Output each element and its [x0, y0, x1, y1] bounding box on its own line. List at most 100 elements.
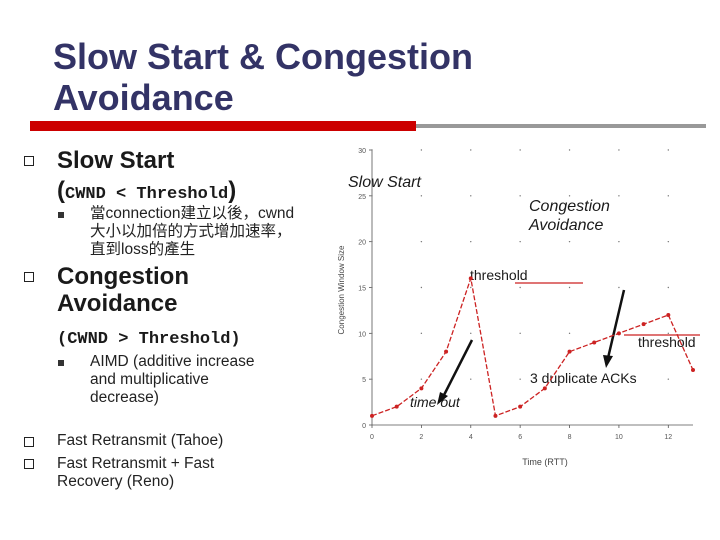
y-tick-label: 20	[358, 240, 366, 247]
desc-line: AIMD (additive increase	[90, 353, 255, 370]
x-tick-label: 4	[469, 434, 473, 441]
x-tick-label: 12	[664, 434, 672, 441]
grid-dot	[519, 240, 521, 243]
dup-ack-arrow	[606, 289, 626, 359]
annot-dup-acks: 3 duplicate ACKs	[530, 370, 637, 386]
grid-dot	[470, 378, 472, 380]
grid-dot	[519, 378, 521, 380]
y-tick-label: 15	[358, 286, 366, 293]
cwnd-data-point	[394, 404, 399, 409]
cwnd-data-point	[567, 349, 572, 354]
y-tick-label: 10	[358, 331, 366, 338]
cwnd-data-point	[493, 413, 498, 418]
slow-start-heading: Slow Start	[57, 147, 175, 174]
slow-start-condition: (CWND < Threshold)	[57, 177, 236, 205]
cwnd-data-point	[616, 331, 621, 336]
grid-dot	[420, 332, 423, 335]
heading-line: Avoidance	[57, 290, 178, 317]
x-tick-label: 10	[615, 434, 623, 441]
congestion-heading: Congestion Avoidance	[57, 263, 189, 317]
cwnd-data-point	[641, 322, 646, 327]
grid-dot	[519, 286, 521, 289]
grid-dot	[470, 195, 472, 197]
grid-dot	[618, 149, 620, 151]
timeout-arrow	[441, 339, 474, 398]
grid-dot	[667, 149, 670, 151]
filled-square-bullet-icon	[58, 212, 64, 218]
grid-dot	[420, 286, 423, 289]
grid-dot	[667, 378, 670, 380]
hollow-square-bullet-icon	[24, 437, 34, 447]
grid-dot	[371, 195, 373, 197]
annot-congestion-line1: Congestion	[529, 198, 610, 215]
grid-dot	[667, 286, 670, 289]
cwnd-data-point	[370, 413, 374, 418]
grid-dot	[519, 332, 521, 335]
title-line-1: Slow Start & Congestion	[53, 36, 474, 77]
desc-line: and multiplicative	[90, 371, 209, 388]
grid-dot	[568, 332, 571, 335]
timeout-arrowhead-icon	[437, 392, 448, 405]
grid-dot	[618, 195, 620, 197]
x-axis-label: Time (RTT)	[522, 457, 568, 467]
grid-dot	[371, 286, 373, 289]
x-tick-label: 8	[568, 434, 572, 441]
x-tick-label: 2	[419, 434, 423, 441]
cwnd-data-point	[666, 313, 671, 317]
y-tick-label: 5	[362, 377, 366, 384]
grid-dot	[470, 240, 472, 243]
grid-dot	[371, 378, 373, 380]
heading-line: Congestion	[57, 263, 189, 290]
grid-dot	[568, 378, 571, 380]
title-line-2: Avoidance	[53, 77, 234, 118]
cwnd-data-point	[542, 386, 547, 391]
grid-dot	[420, 240, 423, 243]
y-tick-label: 0	[362, 423, 366, 430]
item-line: Fast Retransmit + Fast	[57, 455, 215, 472]
grid-dot	[420, 378, 423, 380]
slow-start-desc: 當connection建立以後，cwnd 大小以加倍的方式增加速率， 直到los…	[90, 205, 294, 259]
desc-line: 大小以加倍的方式增加速率，	[90, 223, 292, 240]
grid-dot	[470, 149, 472, 151]
x-tick-label: 0	[370, 434, 374, 441]
cwnd-data-point	[468, 276, 473, 281]
grid-dot	[420, 195, 423, 197]
grid-dot	[568, 195, 571, 197]
annot-timeout: time out	[410, 394, 461, 410]
item-line: Recovery (Reno)	[57, 473, 175, 490]
cwnd-data-point	[592, 340, 597, 345]
cond-open-paren: (	[57, 177, 65, 204]
hollow-square-bullet-icon	[24, 272, 34, 282]
grid-dot	[568, 240, 571, 243]
cwnd-data-point	[691, 368, 695, 372]
annot-threshold-2: threshold	[638, 334, 696, 350]
fast-retransmit-item: Fast Retransmit (Tahoe)	[57, 432, 224, 449]
hollow-square-bullet-icon	[24, 156, 34, 166]
filled-square-bullet-icon	[58, 360, 64, 366]
fast-recovery-item: Fast Retransmit + Fast Recovery (Reno)	[57, 455, 214, 491]
aimd-desc: AIMD (additive increase and multiplicati…	[90, 353, 255, 407]
cond-close-paren: )	[228, 177, 237, 204]
grid-dot	[667, 195, 670, 197]
title-rule-grey	[416, 124, 706, 128]
annot-threshold-1: threshold	[470, 267, 528, 283]
cwnd-data-point	[518, 404, 523, 409]
grid-dot	[568, 149, 571, 151]
desc-line: 當connection建立以後，cwnd	[90, 205, 295, 222]
desc-line: decrease)	[90, 389, 159, 406]
grid-dot	[371, 149, 373, 151]
grid-dot	[667, 332, 670, 335]
y-tick-label: 30	[358, 148, 366, 155]
grid-dot	[420, 149, 423, 151]
annot-congestion-line2: Avoidance	[528, 217, 604, 234]
grid-dot	[470, 332, 472, 335]
grid-dot	[667, 240, 670, 243]
y-axis-label: Congestion Window Size	[337, 245, 346, 334]
grid-dot	[568, 286, 571, 289]
y-tick-label: 25	[358, 194, 366, 201]
grid-dot	[371, 240, 373, 243]
dup-ack-arrowhead-icon	[603, 355, 613, 368]
desc-line: 直到loss的產生	[90, 241, 196, 258]
cwnd-series-line	[371, 278, 694, 417]
